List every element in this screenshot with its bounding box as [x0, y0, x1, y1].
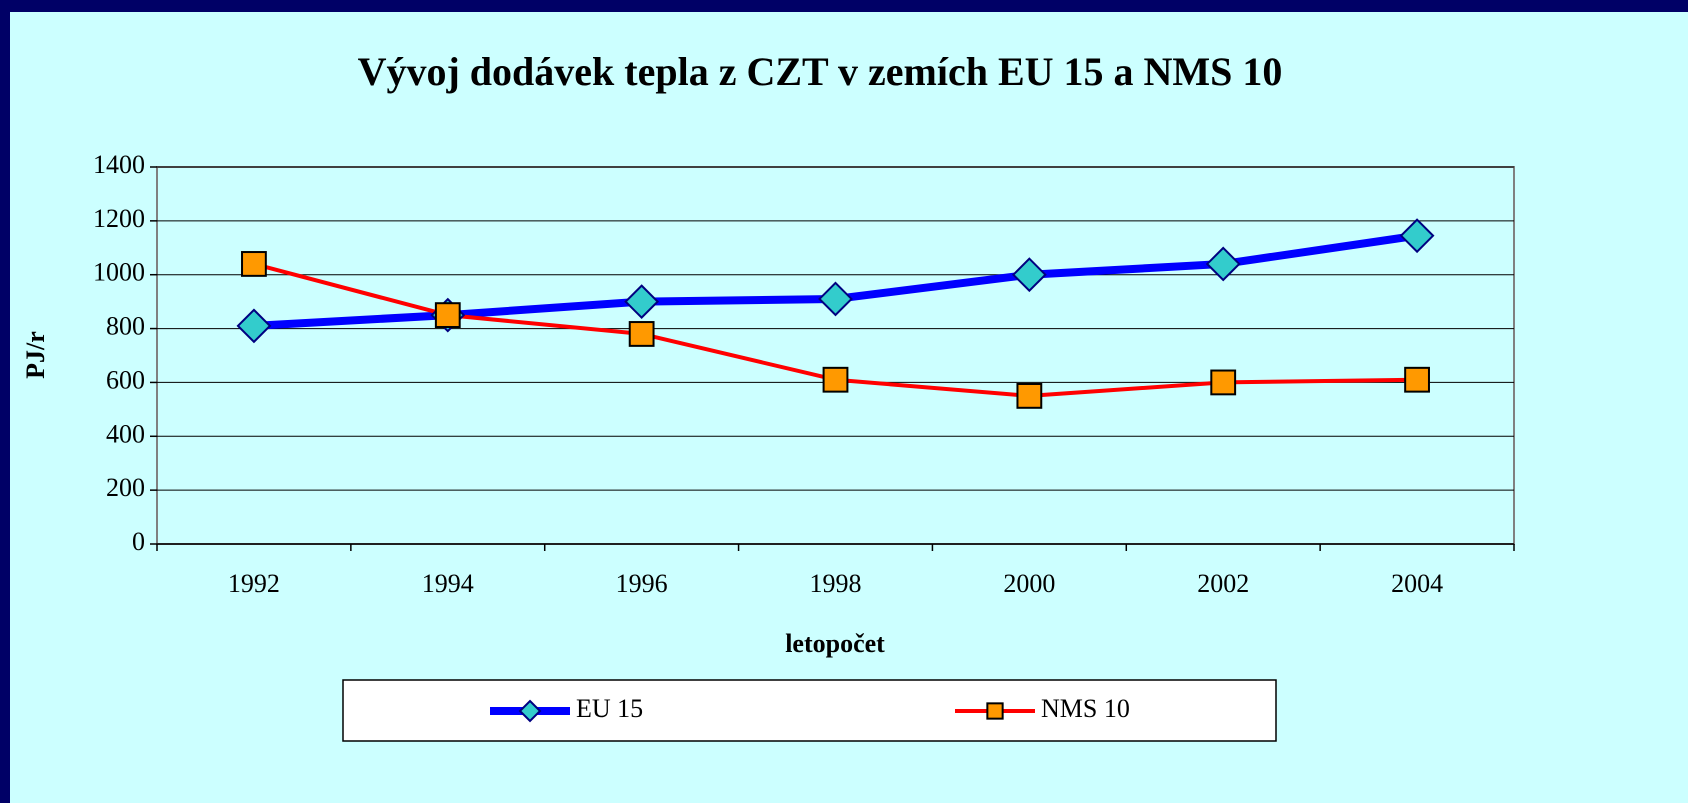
x-tick-label: 1996 — [616, 569, 668, 598]
marker — [818, 281, 853, 317]
marker — [241, 251, 267, 277]
y-tick-label: 1000 — [93, 258, 145, 287]
y-tick-label: 1400 — [93, 150, 145, 179]
x-tick-label: 1994 — [422, 569, 474, 598]
x-axis-label: letopočet — [785, 629, 885, 658]
x-tick-label: 2002 — [1197, 569, 1249, 598]
marker — [1011, 257, 1047, 293]
marker — [986, 702, 1004, 720]
y-tick-label: 200 — [106, 473, 145, 502]
marker — [1210, 369, 1237, 396]
x-tick-label: 1992 — [228, 569, 280, 598]
marker — [1016, 382, 1043, 409]
y-tick-label: 0 — [132, 527, 145, 556]
y-axis-label: PJ/r — [21, 331, 50, 379]
marker — [1399, 218, 1435, 254]
marker — [518, 699, 542, 723]
y-tick-label: 800 — [106, 312, 145, 341]
marker — [1404, 366, 1430, 393]
marker — [624, 284, 660, 320]
legend — [342, 679, 1277, 742]
y-tick-label: 400 — [106, 419, 145, 448]
marker — [628, 321, 655, 347]
marker — [1205, 246, 1241, 282]
y-tick-label: 600 — [106, 365, 145, 394]
marker — [434, 302, 461, 329]
marker — [236, 308, 272, 344]
legend-label: EU 15 — [576, 694, 643, 723]
background — [10, 12, 1688, 803]
x-tick-label: 2004 — [1391, 569, 1443, 598]
legend-label: NMS 10 — [1041, 694, 1130, 723]
y-tick-label: 1200 — [93, 204, 145, 233]
chart-title: Vývoj dodávek tepla z CZT v zemích EU 15… — [358, 49, 1283, 94]
x-tick-label: 2000 — [1003, 569, 1055, 598]
marker — [822, 366, 849, 393]
x-tick-label: 1998 — [810, 569, 862, 598]
